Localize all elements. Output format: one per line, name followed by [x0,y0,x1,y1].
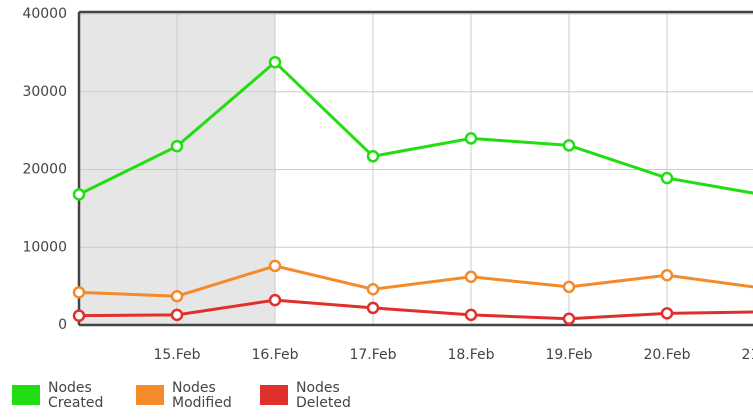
data-point [366,301,380,315]
series-line [78,60,753,196]
legend-swatch [12,385,40,405]
data-point [660,268,674,282]
data-point [72,286,86,299]
y-tick-label: 10000 [22,239,67,255]
legend-label: Nodes Modified [172,380,232,411]
data-point [170,289,184,303]
x-tick-label: 16.Feb [251,347,298,363]
x-tick-label: 21.Feb [741,347,753,363]
data-point [170,308,184,322]
data-point [660,307,674,320]
chart: 0 10000 20000 30000 40000 15.Feb 16.Feb 17.Feb 1… [22,6,753,363]
data-point [562,280,576,294]
data-point [268,293,282,307]
legend-item: Nodes Modified [136,381,246,417]
data-point [268,259,282,273]
data-point [464,308,478,322]
data-point [72,188,86,201]
legend-swatch [260,385,288,405]
data-point [366,150,380,163]
x-tick-label: 20.Feb [643,347,690,363]
data-point [268,55,282,69]
y-tick-label: 20000 [22,162,67,178]
legend-item: Nodes Created [12,381,122,417]
data-point [562,139,576,152]
series-line [78,298,753,321]
series-line [78,264,753,298]
data-point [170,139,184,153]
legend: Nodes Created Nodes Modified Nodes Deleted [12,381,384,417]
data-point [464,132,478,145]
legend-label: Nodes Created [48,380,104,411]
legend-item: Nodes Deleted [260,381,370,417]
data-point [464,270,478,284]
y-tick-label: 40000 [22,6,67,22]
x-tick-label: 17.Feb [349,347,396,363]
data-point [366,282,380,296]
x-tick-label: 15.Feb [153,347,200,363]
y-tick-label: 0 [58,317,67,333]
data-point [660,171,674,185]
y-tick-label: 30000 [22,84,67,100]
x-tick-label: 19.Feb [545,347,592,363]
legend-swatch [136,385,164,405]
data-point [562,312,576,326]
x-tick-label: 18.Feb [447,347,494,363]
legend-label: Nodes Deleted [296,380,351,411]
data-point [72,309,86,322]
